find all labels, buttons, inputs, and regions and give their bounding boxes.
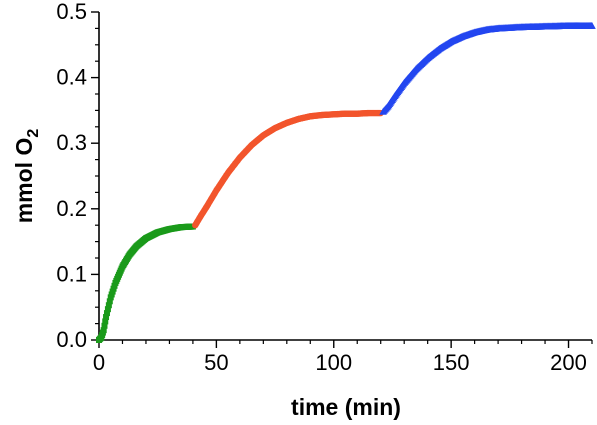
axis-ticks [91, 11, 593, 348]
y-tick-label: 0.0 [56, 327, 87, 352]
x-tick-label: 150 [433, 350, 470, 375]
x-tick-label: 100 [315, 350, 352, 375]
x-tick-label: 50 [204, 350, 228, 375]
data-point [102, 318, 109, 325]
series-3 [379, 21, 596, 115]
data-point [100, 327, 107, 334]
y-tick-label: 0.4 [56, 65, 87, 90]
data-point [106, 298, 113, 305]
data-point [101, 322, 108, 329]
y-tick-label: 0.2 [56, 196, 87, 221]
y-axis-title-subscript: 2 [25, 129, 42, 138]
data-point [104, 306, 111, 313]
y-tick-label: 0.5 [56, 0, 87, 24]
series-1 [96, 223, 196, 343]
data-point [103, 314, 110, 321]
x-tick-label: 0 [93, 350, 105, 375]
series-2 [192, 109, 384, 229]
data-point [103, 310, 110, 317]
x-tick-labels: 0 50 100 150 200 [93, 350, 587, 375]
y-tick-labels: 0.0 0.1 0.2 0.3 0.4 0.5 [56, 0, 87, 352]
data-series [96, 21, 596, 343]
y-axis-title-main: mmol O [11, 138, 37, 224]
y-tick-label: 0.1 [56, 261, 87, 286]
x-tick-label: 200 [550, 350, 587, 375]
data-point [105, 302, 112, 309]
y-tick-label: 0.3 [56, 130, 87, 155]
y-axis-title: mmol O2 [11, 129, 42, 224]
x-axis-title: time (min) [291, 394, 401, 420]
data-point [588, 21, 596, 29]
axes-frame [98, 12, 592, 341]
